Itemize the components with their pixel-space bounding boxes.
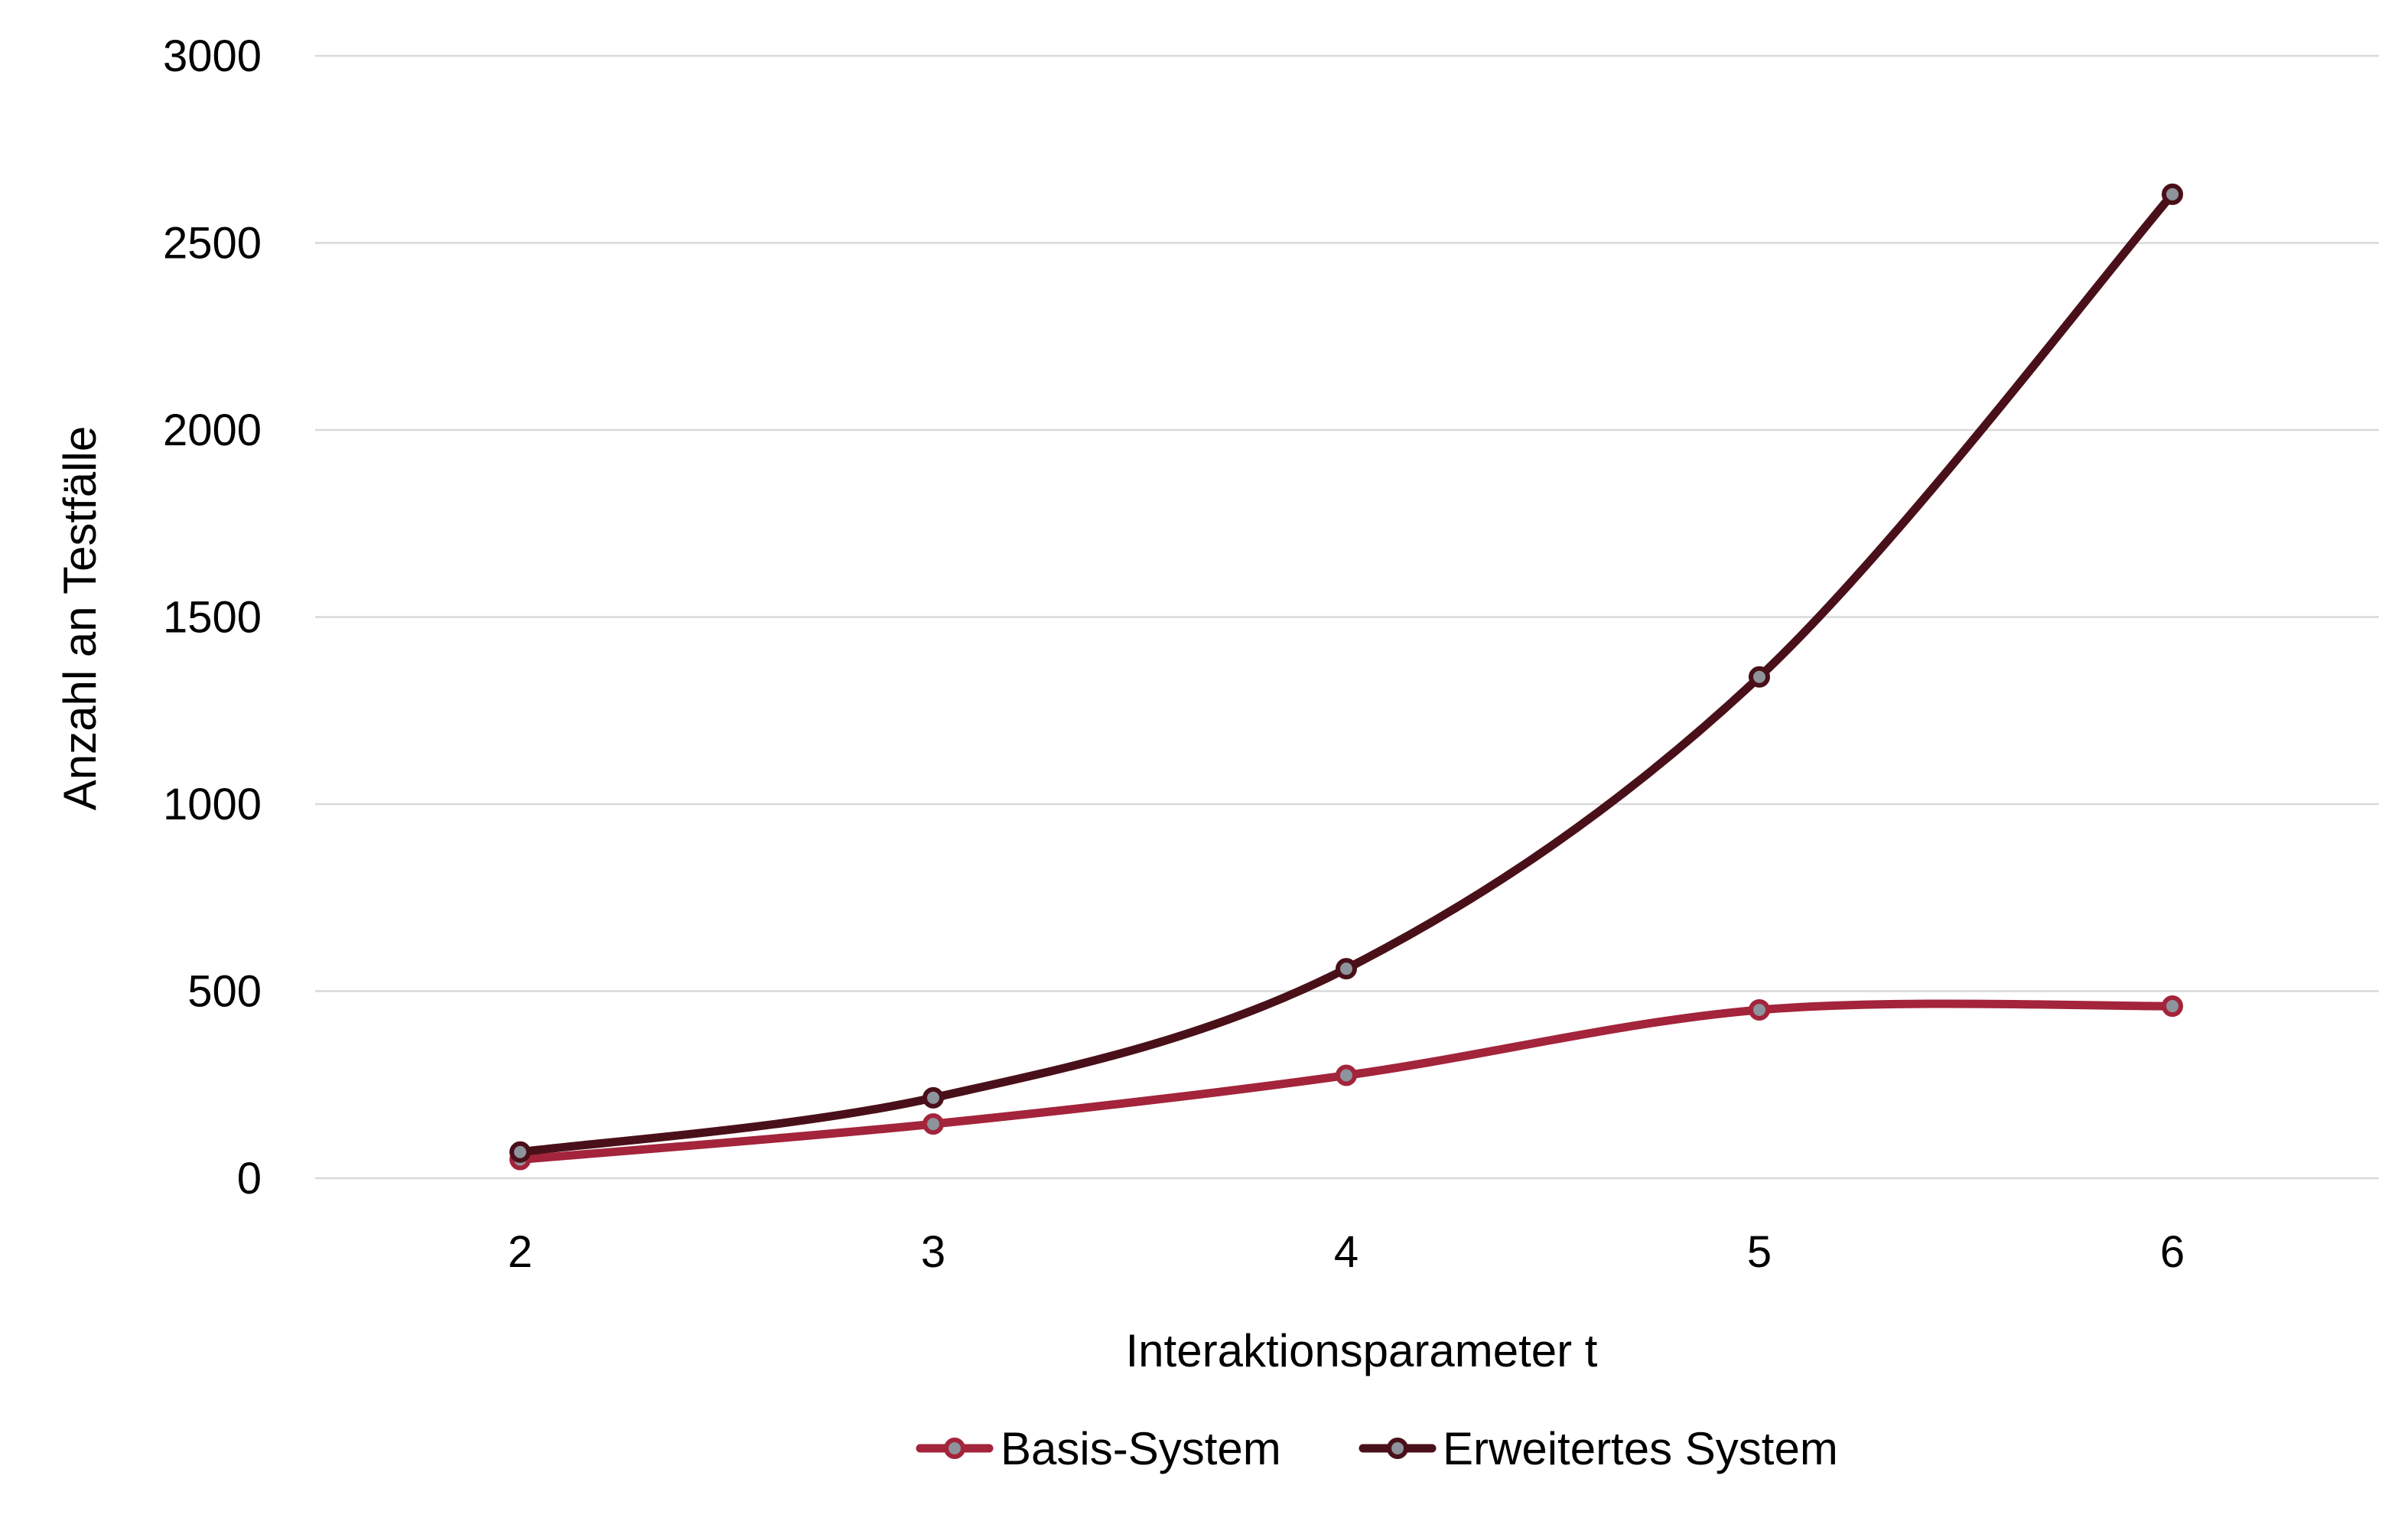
x-axis-label: Interaktionsparameter t [1126, 1325, 1598, 1376]
x-tick-label: 2 [508, 1227, 532, 1277]
x-axis-ticks: 2 3 4 5 6 [508, 1227, 2185, 1277]
y-tick-label: 500 [187, 967, 262, 1017]
x-tick-label: 4 [1334, 1227, 1359, 1277]
gridlines [315, 54, 2379, 1180]
data-point [1336, 958, 1357, 980]
series-layer [509, 183, 2183, 1171]
series-line [516, 190, 2177, 1157]
y-tick-label: 1000 [163, 780, 262, 829]
x-tick-label: 6 [2160, 1227, 2185, 1277]
x-tick-label: 3 [921, 1227, 945, 1277]
x-tick-label: 5 [1747, 1227, 1772, 1277]
data-point [1749, 998, 1770, 1021]
data-point [2162, 183, 2183, 205]
data-point [2162, 995, 2183, 1018]
y-tick-label: 2000 [163, 405, 262, 455]
data-point [923, 1086, 944, 1109]
y-tick-label: 2500 [163, 219, 262, 269]
y-axis-label: Anzahl an Testfälle [54, 426, 106, 811]
y-tick-label: 3000 [163, 31, 262, 81]
data-point [509, 1141, 531, 1163]
legend-label: Erweitertes System [1443, 1423, 1838, 1474]
series-1 [509, 183, 2183, 1163]
legend-label: Basis-System [1001, 1423, 1281, 1474]
legend-swatch-marker [944, 1438, 965, 1459]
data-point [923, 1113, 944, 1135]
data-point [1336, 1064, 1357, 1086]
series-0 [509, 995, 2183, 1171]
y-tick-label: 1500 [163, 593, 262, 643]
legend: Basis-System Erweitertes System [916, 1423, 1838, 1474]
legend-swatch-marker [1387, 1438, 1408, 1459]
y-tick-label: 0 [237, 1154, 262, 1203]
y-axis-ticks: 0 500 1000 1500 2000 2500 3000 [163, 31, 262, 1203]
legend-item: Basis-System [916, 1423, 1281, 1474]
legend-item: Erweitertes System [1359, 1423, 1838, 1474]
data-point [1749, 666, 1770, 688]
